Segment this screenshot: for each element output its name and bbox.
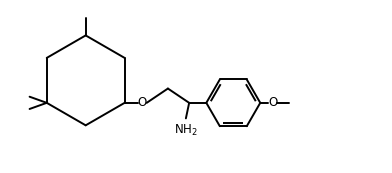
Text: O: O (268, 96, 277, 109)
Text: NH$_2$: NH$_2$ (174, 123, 198, 138)
Text: O: O (137, 96, 146, 109)
